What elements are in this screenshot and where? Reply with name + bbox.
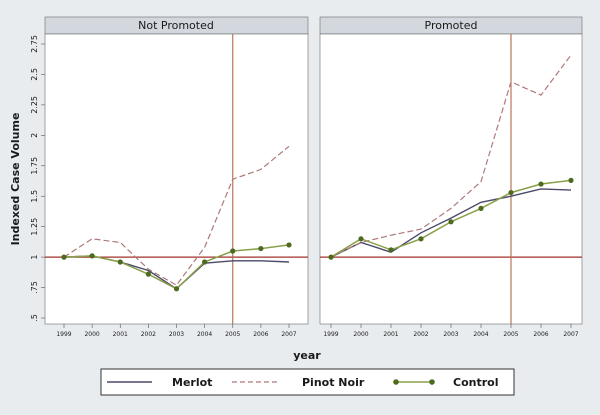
control-point <box>478 205 484 211</box>
x-tick-label: 2002 <box>413 331 428 338</box>
panel-left-title: Not Promoted <box>138 19 214 32</box>
y-tick-label: 2 <box>30 133 39 138</box>
control-point <box>388 247 394 253</box>
y-axis-title: Indexed Case Volume <box>9 113 22 246</box>
control-point <box>61 254 67 260</box>
panel-left-content: 1999 2000 2001 2002 2003 2004 2005 2006 2007 <box>45 34 308 338</box>
y-tick-label: .75 <box>30 281 39 294</box>
x-tick-label: 1999 <box>56 331 71 338</box>
control-point <box>202 259 208 265</box>
x-tick-label: 2003 <box>443 331 458 338</box>
x-tick-label: 2002 <box>141 331 156 338</box>
x-tick-label: 2007 <box>281 331 296 338</box>
legend-control-marker-left <box>393 379 399 385</box>
control-point <box>89 253 95 259</box>
x-tick-label: 2004 <box>197 331 212 338</box>
control-point <box>358 236 364 242</box>
panel-right-title: Promoted <box>425 19 478 32</box>
y-tick-label: 1.75 <box>30 157 39 175</box>
control-point <box>173 286 180 292</box>
control-point <box>448 219 454 225</box>
panel-right-content: 1999 2000 2001 2002 2003 2004 2005 2006 2007 <box>320 34 582 338</box>
pinot-noir-line <box>63 145 290 286</box>
x-tick-label: 2003 <box>169 331 184 338</box>
x-tick-label: 2004 <box>473 331 488 338</box>
control-point <box>508 189 514 196</box>
control-point <box>145 271 151 277</box>
y-tick-label: .5 <box>30 314 39 322</box>
control-point <box>538 181 544 187</box>
y-tick-label: 1 <box>30 255 39 260</box>
x-tick-label: 2001 <box>113 331 128 338</box>
y-tick-label: 1.25 <box>30 218 39 236</box>
x-tick-label: 2005 <box>225 331 240 338</box>
y-tick-label: 2.75 <box>30 35 39 53</box>
pinot-noir-line <box>330 54 572 258</box>
control-point <box>328 254 334 260</box>
legend-merlot-label: Merlot <box>172 376 212 389</box>
x-tick-label: 2000 <box>84 331 99 338</box>
control-point <box>230 248 236 254</box>
panel-left-plot <box>44 33 309 325</box>
x-tick-label: 2006 <box>533 331 548 338</box>
x-tick-label: 2000 <box>353 331 368 338</box>
legend-control-label: Control <box>453 376 498 389</box>
control-point <box>117 259 123 265</box>
y-tick-label: 2.5 <box>30 68 39 81</box>
legend-pinot-label: Pinot Noir <box>302 376 365 389</box>
panel-right-plot <box>319 33 583 325</box>
legend-control-marker-right <box>429 379 435 385</box>
x-tick-label: 2001 <box>383 331 398 338</box>
y-tick-label: 2.25 <box>30 96 39 114</box>
control-point <box>568 177 574 183</box>
control-point <box>258 245 264 252</box>
y-tick-label: 1.5 <box>30 190 39 203</box>
control-point <box>286 242 292 248</box>
x-tick-label: 2006 <box>253 331 268 338</box>
x-axis-title: year <box>293 349 321 362</box>
legend-box <box>100 368 515 396</box>
x-tick-label: 2005 <box>503 331 518 338</box>
merlot-line <box>330 188 572 258</box>
x-tick-label: 2007 <box>563 331 578 338</box>
x-tick-label: 1999 <box>323 331 338 338</box>
control-point <box>418 236 424 242</box>
